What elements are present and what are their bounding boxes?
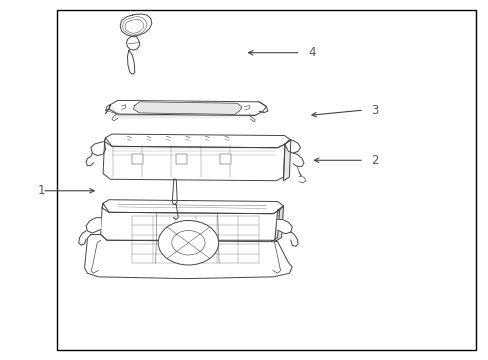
Text: 2: 2 bbox=[370, 154, 378, 167]
Polygon shape bbox=[109, 105, 264, 118]
Polygon shape bbox=[103, 138, 285, 181]
Text: 4: 4 bbox=[307, 46, 315, 59]
Polygon shape bbox=[101, 203, 279, 242]
Bar bbox=[220, 154, 230, 164]
Polygon shape bbox=[285, 140, 300, 153]
Bar bbox=[176, 154, 186, 164]
Polygon shape bbox=[102, 200, 283, 214]
Polygon shape bbox=[127, 50, 135, 74]
Polygon shape bbox=[91, 141, 105, 156]
Polygon shape bbox=[84, 234, 292, 279]
Polygon shape bbox=[86, 218, 101, 233]
Circle shape bbox=[158, 221, 218, 265]
Polygon shape bbox=[104, 134, 290, 148]
Polygon shape bbox=[299, 176, 305, 183]
Polygon shape bbox=[274, 206, 283, 242]
Polygon shape bbox=[277, 220, 292, 234]
Polygon shape bbox=[283, 140, 290, 181]
Bar bbox=[132, 154, 143, 164]
Circle shape bbox=[171, 230, 204, 255]
Text: 3: 3 bbox=[370, 104, 378, 117]
Polygon shape bbox=[133, 102, 242, 114]
Text: 1: 1 bbox=[37, 184, 45, 197]
Polygon shape bbox=[109, 100, 266, 116]
Polygon shape bbox=[259, 102, 267, 113]
Bar bbox=[57, 10, 475, 350]
Polygon shape bbox=[120, 14, 152, 37]
Polygon shape bbox=[105, 105, 110, 111]
Polygon shape bbox=[172, 179, 177, 204]
Polygon shape bbox=[126, 36, 140, 50]
